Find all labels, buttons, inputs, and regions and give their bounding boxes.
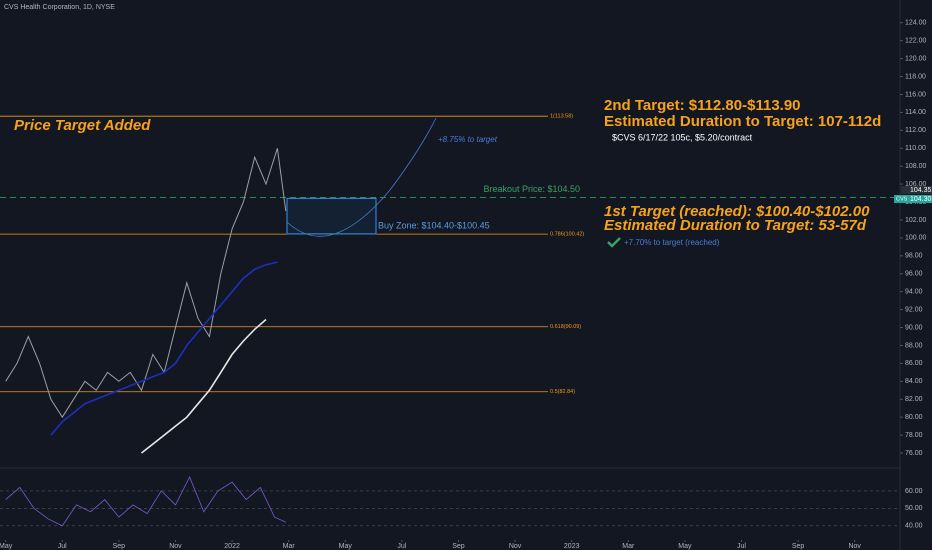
price-line xyxy=(5,148,287,419)
y-tick-label: 92.00 xyxy=(905,306,923,313)
y-tick-label: 94.00 xyxy=(905,289,923,296)
price-badge xyxy=(894,195,932,203)
x-tick-label: 2022 xyxy=(224,543,240,550)
x-tick-label: Jul xyxy=(397,543,406,550)
x-tick-label: Jul xyxy=(737,543,746,550)
y-tick-label: 98.00 xyxy=(905,253,923,260)
y-tick-label: 96.00 xyxy=(905,271,923,278)
rsi-tick-label: 50.00 xyxy=(905,505,923,512)
fib-label: 0.786(100.42) xyxy=(550,232,584,238)
price-badge-label: CVS xyxy=(896,196,908,202)
x-tick-label: May xyxy=(0,543,13,550)
y-tick-label: 84.00 xyxy=(905,378,923,385)
y-tick-label: 86.00 xyxy=(905,360,923,367)
y-tick-label: 88.00 xyxy=(905,342,923,349)
y-tick-label: 90.00 xyxy=(905,324,923,331)
y-tick-label: 76.00 xyxy=(905,450,923,457)
x-tick-label: May xyxy=(339,543,353,550)
annotation: +7.70% to target (reached) xyxy=(624,238,720,247)
y-tick-label: 122.00 xyxy=(905,38,927,45)
x-tick-label: Nov xyxy=(169,543,182,550)
y-tick-label: 116.00 xyxy=(905,91,926,98)
buy-zone xyxy=(286,197,377,235)
y-tick-label: 78.00 xyxy=(905,432,923,439)
projection-arc xyxy=(286,117,437,237)
x-tick-label: Sep xyxy=(452,543,465,550)
price-badge-label: 104.30 xyxy=(910,196,932,203)
y-tick-label: 110.00 xyxy=(905,145,926,152)
fib-label: 0.5(82.84) xyxy=(550,389,575,395)
rsi-tick-label: 60.00 xyxy=(905,488,923,495)
y-tick-label: 114.00 xyxy=(905,109,926,116)
y-tick-label: 106.00 xyxy=(905,181,927,188)
price-badge xyxy=(901,186,932,194)
y-tick-label: 120.00 xyxy=(905,55,927,62)
rsi-line xyxy=(5,476,286,527)
annotation: 1st Target (reached): $100.40-$102.00 xyxy=(604,203,870,220)
x-tick-label: Mar xyxy=(283,543,296,550)
x-tick-label: Mar xyxy=(622,543,635,550)
x-tick-label: Sep xyxy=(792,543,805,550)
breakout-label: Breakout Price: $104.50 xyxy=(483,184,580,194)
x-tick-label: Nov xyxy=(848,543,861,550)
y-tick-label: 124.00 xyxy=(905,20,927,27)
check-icon xyxy=(607,237,621,248)
y-tick-label: 82.00 xyxy=(905,396,923,403)
annotation: $CVS 6/17/22 105c, $5.20/contract xyxy=(612,132,753,142)
price-line xyxy=(141,318,267,454)
annotation: Estimated Duration to Target: 53-57d xyxy=(604,217,867,234)
y-tick-label: 112.00 xyxy=(905,127,926,134)
chart-title: CVS Health Corporation, 1D, NYSE xyxy=(4,4,115,11)
y-tick-label: 100.00 xyxy=(905,235,927,242)
y-tick-label: 108.00 xyxy=(905,163,927,170)
price-line xyxy=(50,261,278,436)
rsi-tick-label: 40.00 xyxy=(905,523,923,530)
buy-zone-label: Buy Zone: $104.40-$100.45 xyxy=(378,221,490,231)
fib-label: 0.618(90.09) xyxy=(550,324,581,330)
annotation: +8.75% to target xyxy=(438,135,498,144)
x-tick-label: Sep xyxy=(113,543,126,550)
x-tick-label: May xyxy=(678,543,692,550)
annotation: Price Target Added xyxy=(14,117,151,134)
x-tick-label: 2023 xyxy=(564,543,580,550)
x-tick-label: Jul xyxy=(58,543,67,550)
fib-label: 1(113.58) xyxy=(550,114,573,120)
y-tick-label: 102.00 xyxy=(905,217,927,224)
y-tick-label: 118.00 xyxy=(905,73,926,80)
price-badge-label: 104.35 xyxy=(910,187,932,194)
annotation: Estimated Duration to Target: 107-112d xyxy=(604,113,881,130)
y-tick-label: 80.00 xyxy=(905,414,923,421)
annotation: 2nd Target: $112.80-$113.90 xyxy=(604,97,801,114)
x-tick-label: Nov xyxy=(509,543,522,550)
